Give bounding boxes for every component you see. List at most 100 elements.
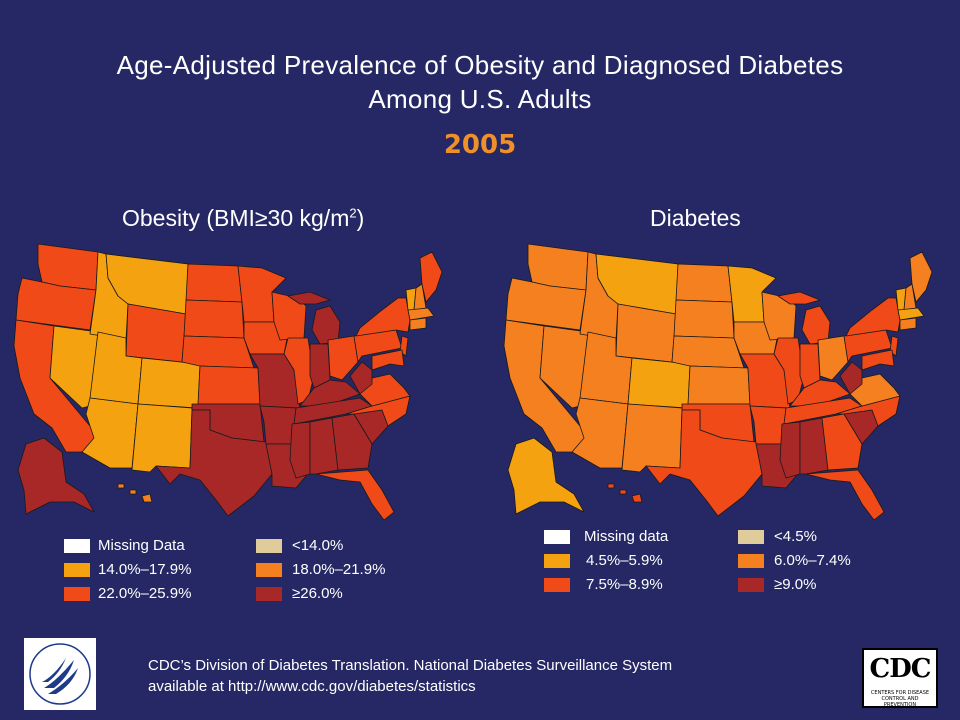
footer-line-1: CDC’s Division of Diabetes Translation. … [148, 657, 673, 674]
state-md [861, 349, 895, 371]
legend-label: <4.5% [774, 528, 817, 545]
obesity-title-close: ) [356, 205, 365, 231]
state-fl [805, 469, 885, 520]
footer-line-2: available at http://www.cdc.gov/diabetes… [148, 678, 476, 695]
obesity-legend-ge26: ≥26.0% [256, 585, 343, 602]
cdc-logo-text: CDC [869, 654, 932, 684]
legend-label: 18.0%–21.9% [292, 561, 386, 578]
legend-swatch [544, 553, 570, 568]
state-nm [621, 403, 683, 473]
state-ar [259, 405, 297, 445]
state-oh [817, 335, 849, 381]
obesity-legend-missing: Missing Data [64, 537, 185, 554]
legend-swatch [256, 562, 282, 577]
state-ms [779, 421, 801, 479]
obesity-title-superscript: 2 [349, 205, 357, 221]
cdc-logo: CDC CENTERS FOR DISEASE CONTROL AND PREV… [862, 648, 938, 708]
state-wy [615, 303, 677, 363]
state-ak [17, 437, 95, 515]
state-wy [125, 303, 187, 363]
state-al [799, 417, 829, 475]
legend-swatch [64, 538, 90, 553]
state-wv [839, 361, 863, 395]
state-nd [675, 263, 733, 303]
legend-swatch [738, 553, 764, 568]
year-label: 2005 [443, 130, 517, 160]
legend-swatch [64, 562, 90, 577]
state-al [309, 417, 339, 475]
state-mi [801, 305, 831, 345]
state-me [909, 251, 933, 303]
legend-label: <14.0% [292, 537, 344, 554]
legend-label: 6.0%–7.4% [774, 552, 851, 569]
state-ma [897, 307, 925, 321]
state-ny [845, 297, 901, 337]
state-ne [671, 335, 745, 369]
state-ks [197, 365, 261, 405]
state-nm [131, 403, 193, 473]
diabetes-legend-6-7-4: 6.0%–7.4% [738, 552, 851, 569]
state-mi-upper [777, 291, 821, 305]
state-me [419, 251, 443, 303]
state-co [137, 357, 201, 409]
state-sd [673, 299, 735, 339]
state-mi-upper [287, 291, 331, 305]
diabetes-us-map [503, 243, 933, 520]
legend-label: ≥26.0% [292, 585, 343, 602]
state-nd [185, 263, 243, 303]
title-line-2: Among U.S. Adults [368, 84, 592, 114]
state-hi [607, 483, 643, 503]
legend-label: Missing Data [98, 537, 185, 554]
state-fl [315, 469, 395, 520]
legend-label: ≥9.0% [774, 576, 817, 593]
state-mi [311, 305, 341, 345]
state-ks [687, 365, 751, 405]
state-ct [899, 317, 917, 331]
cdc-logo-subtext: CENTERS FOR DISEASE CONTROL AND PREVENTI… [870, 690, 930, 708]
obesity-legend-14-17: 14.0%–17.9% [64, 561, 191, 578]
state-tx [155, 409, 273, 517]
obesity-us-map [13, 243, 443, 520]
state-ct [409, 317, 427, 331]
legend-swatch [544, 529, 570, 544]
state-ne [181, 335, 255, 369]
legend-label: 7.5%–8.9% [586, 576, 663, 593]
state-ms [289, 421, 311, 479]
title-line-1: Age-Adjusted Prevalence of Obesity and D… [116, 50, 844, 80]
state-wv [349, 361, 373, 395]
obesity-title-text: Obesity (BMI≥30 kg/m [122, 205, 350, 231]
obesity-map-title: Obesity (BMI≥30 kg/m2) [122, 205, 364, 232]
obesity-legend-lt14: <14.0% [256, 537, 343, 554]
legend-swatch [544, 577, 570, 592]
legend-label: 4.5%–5.9% [586, 552, 663, 569]
state-oh [327, 335, 359, 381]
state-tx [645, 409, 763, 517]
legend-swatch [738, 529, 764, 544]
obesity-legend-18-21: 18.0%–21.9% [256, 561, 385, 578]
state-co [627, 357, 691, 409]
diabetes-legend-4-5-5-9: 4.5%–5.9% [544, 552, 663, 569]
legend-swatch [256, 586, 282, 601]
diabetes-legend-ge9: ≥9.0% [738, 576, 816, 593]
legend-label: Missing data [584, 528, 669, 545]
state-ak [507, 437, 585, 515]
state-ar [749, 405, 787, 445]
legend-swatch [256, 538, 282, 553]
legend-swatch [738, 577, 764, 592]
diabetes-map-title: Diabetes [650, 205, 741, 231]
diabetes-legend-missing: Missing data [544, 528, 668, 545]
state-ny [355, 297, 411, 337]
legend-label: 22.0%–25.9% [98, 585, 192, 602]
source-footer: CDC’s Division of Diabetes Translation. … [148, 655, 672, 697]
state-hi [117, 483, 153, 503]
state-md [371, 349, 405, 371]
diabetes-legend-lt4-5: <4.5% [738, 528, 817, 545]
diabetes-legend-7-5-8-9: 7.5%–8.9% [544, 576, 663, 593]
slide-title: Age-Adjusted Prevalence of Obesity and D… [0, 48, 960, 116]
state-sd [183, 299, 245, 339]
hhs-logo [24, 638, 96, 710]
state-ma [407, 307, 435, 321]
legend-label: 14.0%–17.9% [98, 561, 192, 578]
obesity-legend-22-25: 22.0%–25.9% [64, 585, 191, 602]
legend-swatch [64, 586, 90, 601]
